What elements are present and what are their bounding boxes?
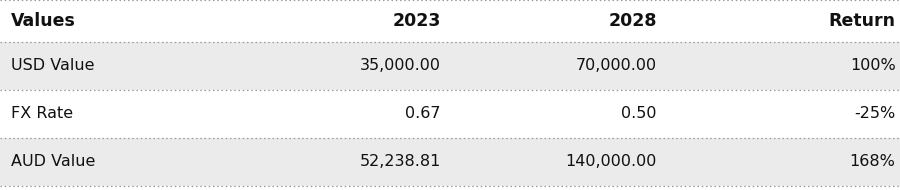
Bar (0, 90, 900, 138)
Bar (0, 0, 900, 42)
Bar (0, 138, 900, 186)
Text: -25%: -25% (854, 107, 896, 121)
Bar (0, 42, 900, 90)
Text: 0.50: 0.50 (622, 107, 657, 121)
Text: 100%: 100% (850, 59, 896, 74)
Text: USD Value: USD Value (11, 59, 94, 74)
Text: 52,238.81: 52,238.81 (360, 154, 441, 169)
Text: 2028: 2028 (608, 12, 657, 30)
Text: Values: Values (11, 12, 76, 30)
Text: 70,000.00: 70,000.00 (576, 59, 657, 74)
Text: 35,000.00: 35,000.00 (360, 59, 441, 74)
Text: 2023: 2023 (392, 12, 441, 30)
Text: 0.67: 0.67 (406, 107, 441, 121)
Text: 168%: 168% (850, 154, 896, 169)
Text: FX Rate: FX Rate (11, 107, 73, 121)
Text: AUD Value: AUD Value (11, 154, 95, 169)
Text: Return: Return (829, 12, 896, 30)
Text: 140,000.00: 140,000.00 (565, 154, 657, 169)
